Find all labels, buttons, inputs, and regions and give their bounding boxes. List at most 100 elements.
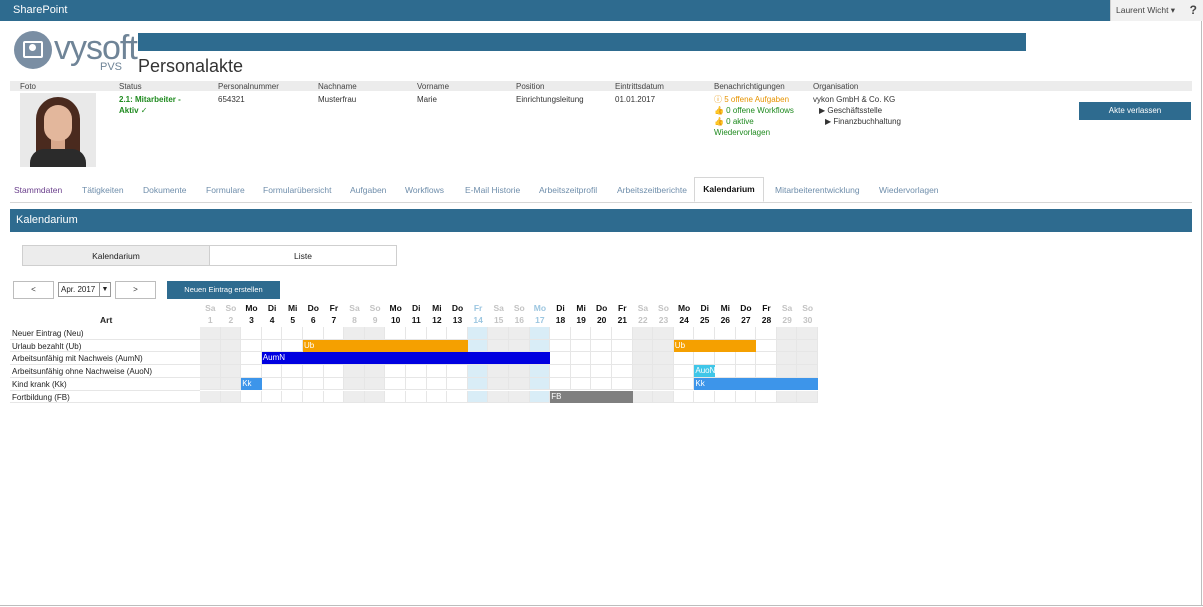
calendar-cell[interactable] — [653, 327, 674, 340]
calendar-cell[interactable] — [447, 327, 468, 340]
calendar-cell[interactable] — [406, 327, 427, 340]
calendar-cell[interactable] — [406, 365, 427, 378]
calendar-cell[interactable] — [200, 352, 221, 366]
calendar-cell[interactable] — [632, 377, 654, 391]
calendar-cell[interactable] — [344, 365, 365, 378]
calendar-cell[interactable] — [426, 377, 448, 391]
calendar-cell[interactable] — [591, 339, 612, 353]
calendar-cell[interactable] — [529, 339, 551, 353]
calendar-entry-aumn[interactable]: AumN — [261, 352, 551, 365]
calendar-cell[interactable] — [364, 365, 386, 378]
calendar-cell[interactable] — [303, 327, 324, 340]
calendar-cell[interactable] — [570, 377, 592, 391]
calendar-cell[interactable] — [715, 327, 736, 340]
tab-stammdaten[interactable]: Stammdaten — [14, 185, 63, 195]
calendar-cell[interactable] — [653, 365, 674, 378]
calendar-cell[interactable] — [570, 365, 592, 378]
calendar-cell[interactable] — [776, 390, 798, 404]
calendar-cell[interactable] — [550, 327, 571, 340]
view-calendar-button[interactable]: Kalendarium — [22, 245, 210, 266]
tab-aufgaben[interactable]: Aufgaben — [350, 185, 387, 195]
calendar-cell[interactable] — [261, 365, 283, 378]
calendar-cell[interactable] — [344, 377, 365, 391]
leave-file-button[interactable]: Akte verlassen — [1079, 102, 1191, 120]
calendar-cell[interactable] — [447, 377, 468, 391]
calendar-cell[interactable] — [673, 390, 695, 404]
calendar-cell[interactable] — [735, 352, 757, 366]
new-entry-button[interactable]: Neuen Eintrag erstellen — [167, 281, 280, 299]
calendar-cell[interactable] — [282, 377, 303, 391]
org-unit-geschaeftsstelle[interactable]: ▶ Geschäftsstelle — [819, 106, 883, 115]
calendar-cell[interactable] — [612, 352, 633, 366]
calendar-cell[interactable] — [612, 327, 633, 340]
tab-arbeitszeitberichte[interactable]: Arbeitszeitberichte — [617, 185, 687, 195]
calendar-cell[interactable] — [385, 365, 406, 378]
calendar-cell[interactable] — [303, 377, 324, 391]
calendar-cell[interactable] — [756, 352, 777, 366]
calendar-cell[interactable] — [282, 327, 303, 340]
calendar-cell[interactable] — [241, 339, 262, 353]
calendar-cell[interactable] — [715, 352, 736, 366]
calendar-cell[interactable] — [426, 327, 448, 340]
calendar-cell[interactable] — [756, 365, 777, 378]
calendar-cell[interactable] — [385, 377, 406, 391]
calendar-cell[interactable] — [632, 390, 654, 404]
calendar-cell[interactable] — [694, 390, 715, 404]
calendar-entry-fb[interactable]: FB — [550, 390, 633, 403]
calendar-cell[interactable] — [797, 390, 818, 404]
calendar-cell[interactable] — [735, 365, 757, 378]
calendar-cell[interactable] — [385, 390, 406, 404]
calendar-cell[interactable] — [261, 390, 283, 404]
calendar-cell[interactable] — [632, 365, 654, 378]
calendar-cell[interactable] — [200, 339, 221, 353]
calendar-cell[interactable] — [509, 365, 530, 378]
calendar-cell[interactable] — [756, 327, 777, 340]
calendar-cell[interactable] — [385, 327, 406, 340]
calendar-cell[interactable] — [550, 339, 571, 353]
calendar-cell[interactable] — [715, 365, 736, 378]
calendar-cell[interactable] — [797, 339, 818, 353]
tab-arbeitszeitprofil[interactable]: Arbeitszeitprofil — [539, 185, 598, 195]
calendar-cell[interactable] — [776, 365, 798, 378]
user-menu[interactable]: Laurent Wicht ▾ ? — [1110, 0, 1203, 21]
calendar-cell[interactable] — [303, 365, 324, 378]
calendar-cell[interactable] — [261, 327, 283, 340]
calendar-cell[interactable] — [673, 352, 695, 366]
calendar-cell[interactable] — [632, 339, 654, 353]
calendar-cell[interactable] — [591, 352, 612, 366]
tab-kalendarium[interactable]: Kalendarium — [694, 177, 764, 202]
calendar-entry-ub[interactable]: Ub — [303, 339, 468, 352]
calendar-cell[interactable] — [426, 365, 448, 378]
calendar-cell[interactable] — [509, 390, 530, 404]
calendar-cell[interactable] — [550, 352, 571, 366]
calendar-cell[interactable] — [756, 339, 777, 353]
tab-formular-bersicht[interactable]: Formularübersicht — [263, 185, 332, 195]
calendar-cell[interactable] — [529, 365, 551, 378]
calendar-cell[interactable] — [220, 327, 242, 340]
calendar-cell[interactable] — [467, 339, 489, 353]
calendar-cell[interactable] — [282, 390, 303, 404]
calendar-cell[interactable] — [776, 327, 798, 340]
user-name[interactable]: Laurent Wicht ▾ — [1116, 5, 1176, 15]
calendar-cell[interactable] — [406, 377, 427, 391]
calendar-cell[interactable] — [570, 339, 592, 353]
calendar-cell[interactable] — [509, 377, 530, 391]
calendar-cell[interactable] — [797, 365, 818, 378]
calendar-cell[interactable] — [241, 352, 262, 366]
open-tasks-link[interactable]: ⓘ 5 offene Aufgaben — [714, 95, 790, 104]
calendar-cell[interactable] — [241, 365, 262, 378]
calendar-cell[interactable] — [509, 327, 530, 340]
calendar-cell[interactable] — [735, 327, 757, 340]
help-icon[interactable]: ? — [1189, 3, 1197, 17]
chevron-down-icon[interactable]: ▼ — [99, 283, 110, 296]
calendar-cell[interactable] — [426, 390, 448, 404]
calendar-cell[interactable] — [550, 377, 571, 391]
calendar-cell[interactable] — [612, 339, 633, 353]
calendar-cell[interactable] — [200, 365, 221, 378]
calendar-cell[interactable] — [591, 365, 612, 378]
calendar-cell[interactable] — [735, 390, 757, 404]
calendar-cell[interactable] — [406, 390, 427, 404]
calendar-cell[interactable] — [282, 365, 303, 378]
calendar-cell[interactable] — [488, 390, 509, 404]
calendar-cell[interactable] — [797, 352, 818, 366]
